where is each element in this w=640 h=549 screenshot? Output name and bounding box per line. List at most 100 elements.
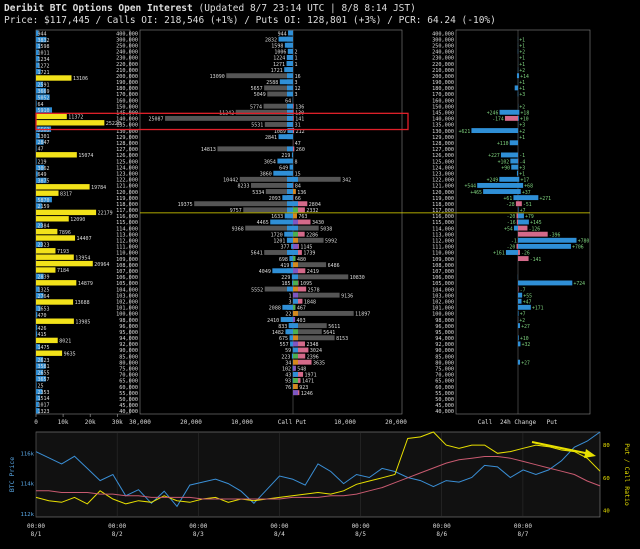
expiry-bar — [36, 113, 67, 120]
call-bar — [291, 243, 293, 249]
expiry-bar-label: 470 — [38, 313, 47, 319]
expiry-bar — [36, 177, 47, 184]
change-strike-label: 94,000 — [435, 336, 454, 342]
change-strike-label: 145,000 — [432, 111, 454, 117]
call-bar-label: 1633 — [271, 214, 283, 220]
expiry-bar-label: 22179 — [98, 211, 113, 217]
change-strike-label: 116,000 — [432, 214, 454, 220]
expiry-bar — [36, 344, 40, 350]
change-strike-label: 180,000 — [432, 86, 454, 92]
strike-label: 40,000 — [119, 409, 138, 415]
expiry-bar — [36, 62, 40, 68]
put-change-label: +1 — [519, 56, 525, 62]
call-bar-near — [290, 341, 293, 347]
expiry-bar-label: 1598 — [38, 44, 50, 50]
call-bar — [265, 189, 293, 194]
call-change-bar — [514, 85, 518, 91]
call-change-bar — [516, 219, 518, 225]
strike-label: 130,000 — [116, 129, 138, 135]
put-bar — [293, 219, 311, 225]
call-bar-label: 1598 — [271, 43, 283, 49]
put-bar-near — [293, 207, 298, 213]
put-bar-label: 403 — [297, 318, 306, 324]
put-bar-near — [293, 359, 298, 365]
put-change-bar — [518, 237, 577, 243]
call-bar-label: 5531 — [251, 123, 263, 129]
call-change-label: -16 — [507, 220, 516, 226]
change-strike-label: 105,000 — [432, 281, 454, 287]
put-bar — [293, 146, 295, 152]
change-axis-label: Call — [478, 419, 493, 426]
expiry-bar — [36, 158, 37, 164]
expiry-bar-label: 7184 — [57, 268, 69, 274]
history-tick-time: 00:00 — [433, 523, 451, 530]
call-bar-label: 2093 — [269, 196, 281, 202]
change-strike-label: 40,000 — [435, 409, 454, 415]
put-bar-label: 763 — [298, 214, 307, 220]
put-change-label: +7 — [520, 208, 526, 214]
change-strike-label: 60,000 — [435, 385, 454, 391]
put-change-label: +2 — [519, 68, 525, 74]
put-bar — [293, 341, 305, 347]
call-bar-label: 9368 — [232, 226, 244, 232]
put-change-label: +18 — [521, 111, 530, 117]
put-change-bar — [518, 310, 519, 316]
put-bar-near — [293, 371, 298, 377]
put-change-bar — [518, 292, 523, 298]
strike-label: 107,000 — [116, 269, 138, 275]
call-bar-near — [287, 195, 293, 201]
put-change-bar — [518, 219, 529, 225]
call-bar-near — [287, 115, 293, 121]
history-tick-date: 8/1 — [31, 531, 42, 538]
call-bar-label: 2410 — [267, 318, 279, 324]
expiry-bar-label: 1325 — [38, 287, 50, 293]
put-change-label: +706 — [572, 245, 584, 251]
strike-label: 90,000 — [119, 348, 138, 354]
expiry-bar-label: 5910 — [38, 108, 50, 114]
expiry-bar — [36, 382, 37, 388]
call-bar-near — [287, 42, 293, 48]
call-change-label: +246 — [487, 111, 499, 117]
call-change-label: +54 — [504, 226, 513, 232]
expiry-bar — [36, 395, 41, 401]
call-bar-near — [287, 73, 293, 79]
put-bar-near — [293, 384, 298, 390]
call-bar-label: 10442 — [223, 178, 238, 184]
call-bar-label: 5334 — [252, 190, 264, 196]
put-bar-label: 6486 — [328, 263, 340, 269]
pcr-tick: 60 — [603, 476, 610, 482]
put-change-label: +1 — [519, 86, 525, 92]
expiry-bar-label: 19784 — [91, 185, 106, 191]
call-bar-near — [287, 85, 293, 91]
trend-arrow-head — [584, 449, 596, 458]
expiry-bar-label: 2384 — [38, 223, 50, 229]
strike-label: 125,000 — [116, 159, 138, 165]
call-bar-label: 22 — [285, 312, 291, 318]
btc-price-axis-label: BTC Price — [8, 457, 16, 492]
expiry-bar-label: 1653 — [38, 307, 50, 313]
strike-label: 94,000 — [119, 336, 138, 342]
history-tick-date: 8/6 — [436, 531, 447, 538]
call-change-label: -174 — [492, 117, 504, 123]
call-bar-near — [287, 109, 293, 115]
call-bar-near — [287, 225, 293, 231]
strike-label: 80,000 — [119, 360, 138, 366]
summary-line: Price: $117,445 / Calls OI: 218,546 (+1%… — [4, 15, 496, 26]
expiry-bar — [36, 260, 93, 267]
change-strike-label: 101,000 — [432, 306, 454, 312]
history-tick-date: 8/5 — [355, 531, 366, 538]
change-strike-label: 65,000 — [435, 379, 454, 385]
btc-price-tick: 112k — [21, 512, 35, 518]
put-bar-label: 84 — [295, 184, 301, 190]
put-bar — [293, 262, 327, 268]
series-btc_price — [35, 431, 601, 508]
put-bar-near — [293, 353, 298, 359]
put-bar-label: 5992 — [325, 239, 337, 245]
call-bar-label: 223 — [281, 354, 290, 360]
call-bar-near — [287, 122, 293, 127]
expiry-bar-label: 1011 — [38, 51, 50, 57]
call-change-bar — [509, 140, 518, 146]
call-bar-label: 377 — [281, 245, 290, 251]
call-change-label: -20 — [507, 245, 516, 251]
expiry-bar-label: 20964 — [94, 262, 109, 268]
